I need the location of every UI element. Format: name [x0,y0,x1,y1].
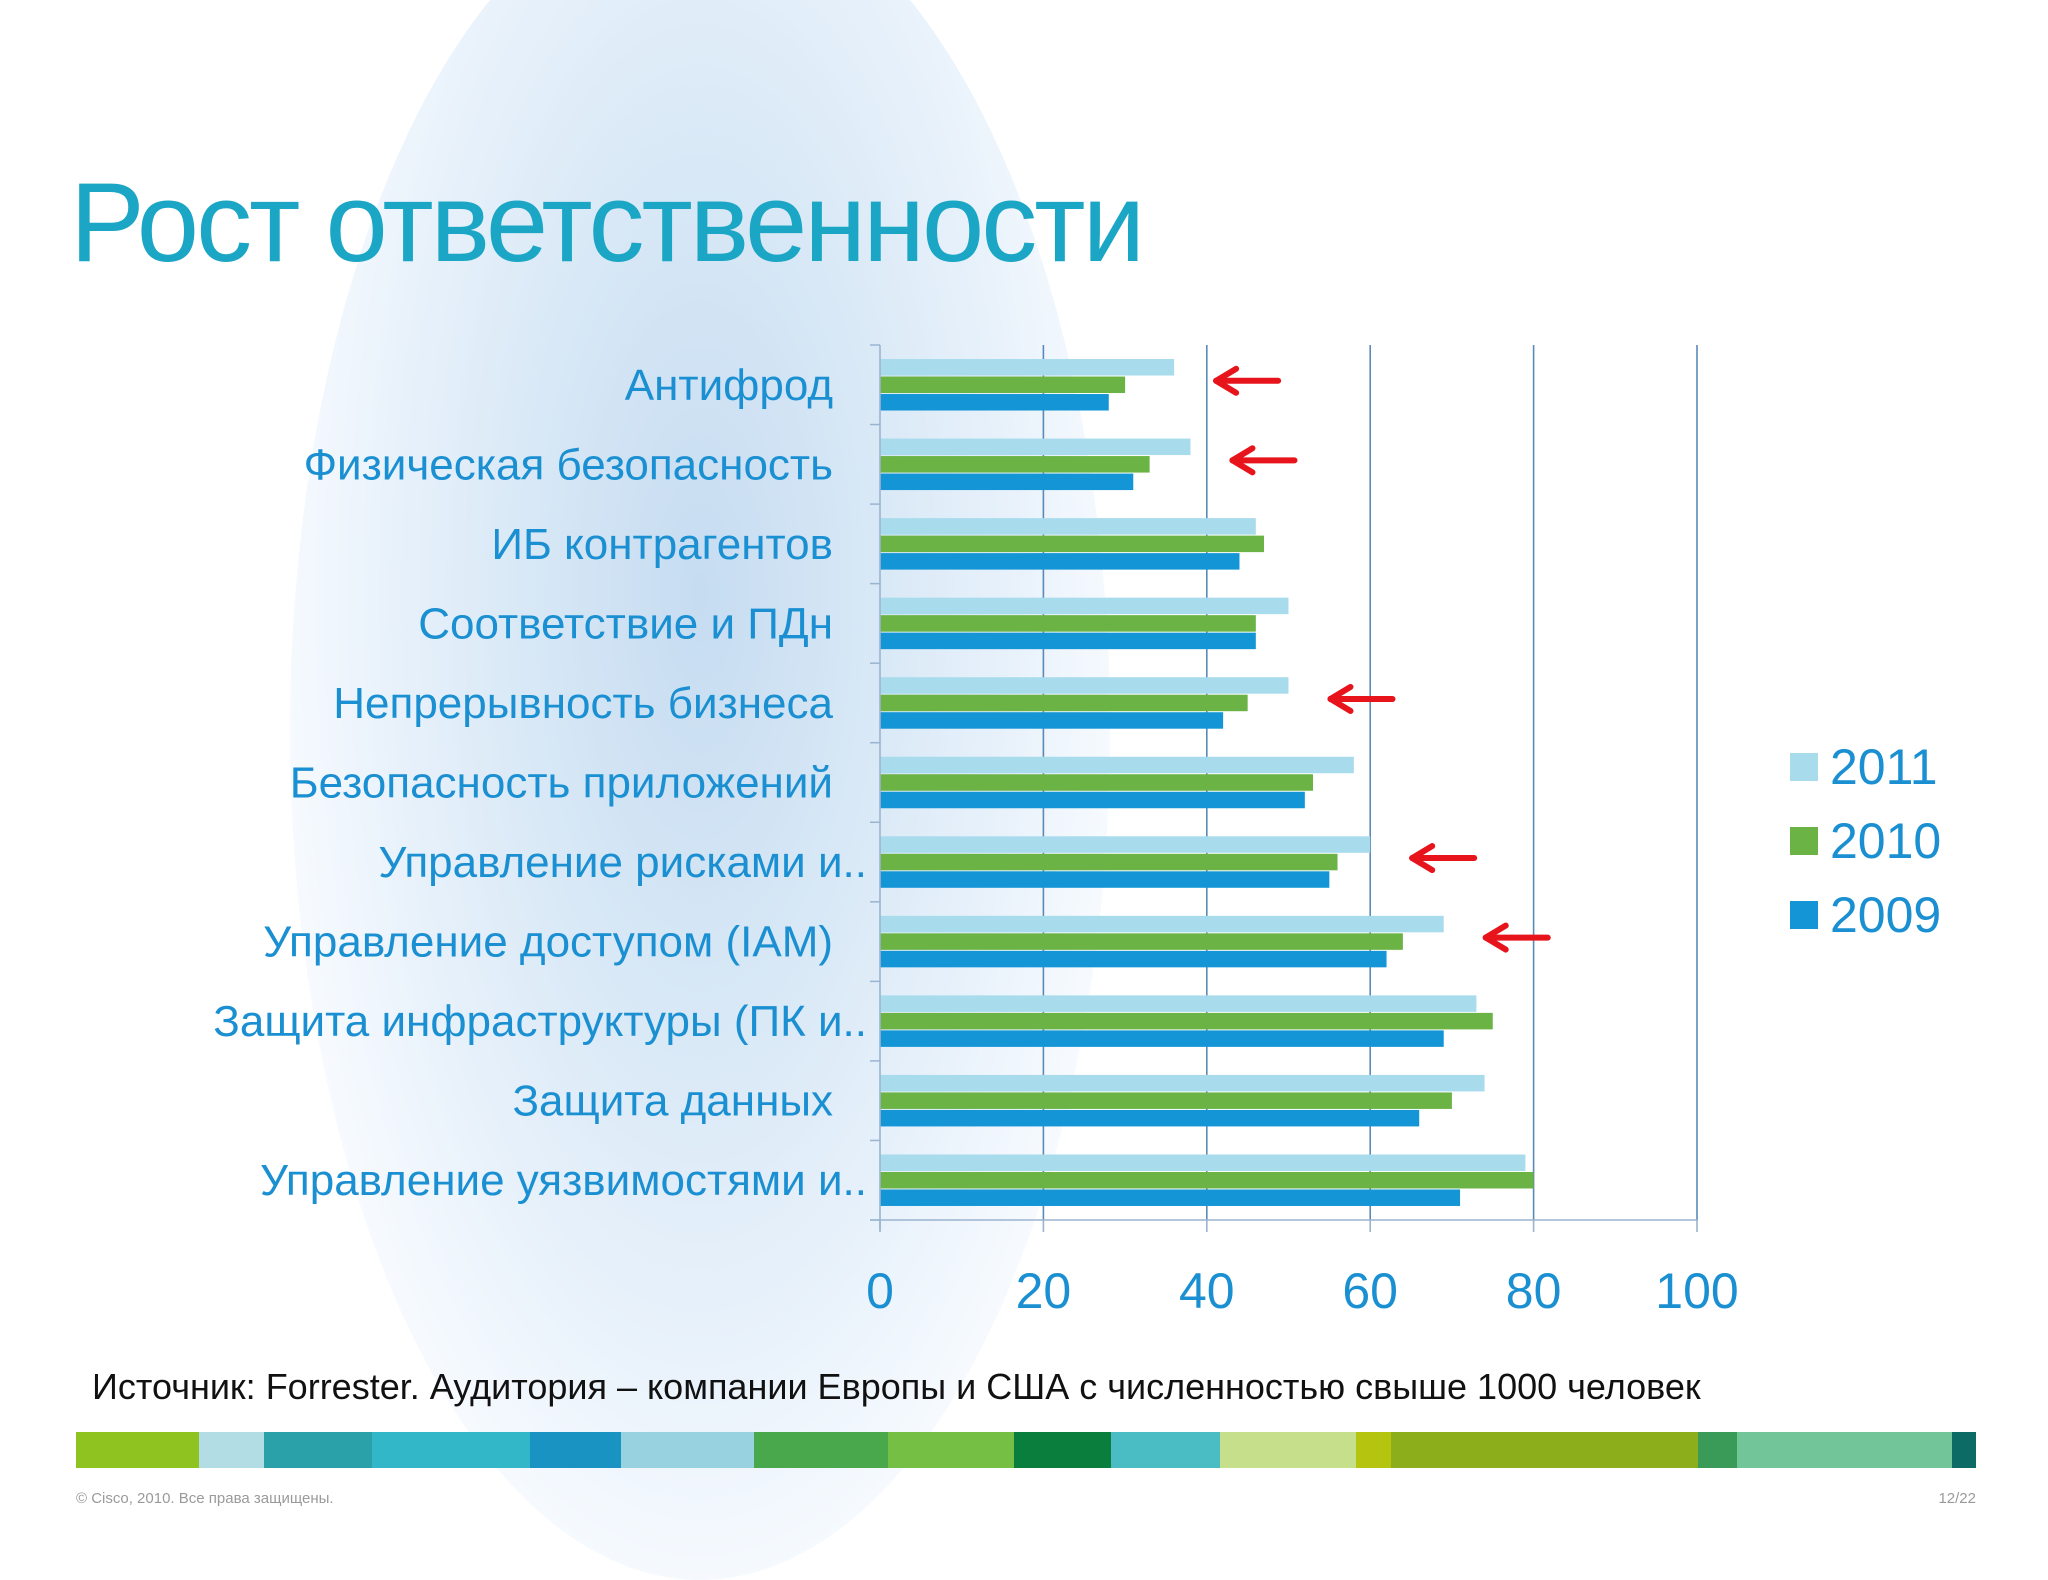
bar-2010 [880,1171,1534,1189]
band-segment [76,1432,200,1468]
x-tick-label: 0 [866,1263,894,1319]
category-label: Управление рисками и.. [378,838,867,887]
highlight-arrow-icon [1482,922,1551,953]
bar-2011 [880,995,1477,1012]
source-note: Источник: Forrester. Аудитория – компани… [92,1366,1701,1407]
legend-label-2010: 2010 [1830,813,1942,869]
band-segment [1952,1432,1976,1468]
legend-label-2011: 2011 [1830,739,1938,795]
bar-2010 [880,1092,1452,1109]
band-segment [372,1432,531,1468]
bar-2010 [880,694,1248,712]
bar-2011 [880,518,1256,535]
legend-item-2009: 2009 [1790,878,1941,952]
legend-item-2010: 2010 [1790,804,1941,878]
x-tick-label: 100 [1655,1263,1738,1319]
bar-2009 [880,553,1240,570]
bar-2009 [880,1109,1420,1127]
band-segment [754,1432,888,1468]
band-segment [1391,1432,1698,1468]
category-label: Безопасность приложений [290,759,833,808]
bar-2010 [880,1012,1493,1030]
copyright-text: © Cisco, 2010. Все права защищены. [76,1490,334,1507]
band-segment [887,1432,1015,1468]
band-segment [1110,1432,1220,1468]
legend-label-2009: 2009 [1830,887,1942,943]
legend-swatch-2009 [1790,901,1818,929]
bar-2009 [880,950,1387,968]
category-label: Непрерывность бизнеса [333,679,833,728]
legend-swatch-2011 [1790,753,1818,781]
highlight-arrow-icon [1229,445,1298,476]
band-segment [199,1432,264,1468]
bar-2010 [880,535,1264,553]
bar-2009 [880,1030,1444,1047]
category-label: Управление уязвимостями и.. [260,1156,867,1205]
legend-swatch-2010 [1790,827,1818,855]
band-segment [530,1432,622,1468]
category-label: Соответствие и ПДн [418,599,833,648]
bar-2010 [880,933,1403,950]
slide-title: Рост ответственности [70,160,1145,285]
bar-2009 [880,394,1109,411]
highlight-arrow-icon [1409,843,1478,874]
bar-2011 [880,438,1191,456]
band-segment [621,1432,755,1468]
bar-chart: Антифрод Физическая безопасность ИБ контра… [213,344,1739,1319]
band-segment [1219,1432,1356,1468]
category-label: Физическая безопасность [304,440,833,489]
bar-2011 [880,836,1371,853]
bar-2011 [880,1074,1485,1092]
band-segment [1014,1432,1111,1468]
x-tick-label: 60 [1342,1263,1398,1319]
x-tick-label: 80 [1506,1263,1562,1319]
bar-2009 [880,473,1134,491]
bar-2011 [880,1154,1526,1171]
bar-2009 [880,871,1330,888]
category-label: Управление доступом (IAM) [263,918,833,967]
category-label: ИБ контрагентов [491,520,833,569]
bar-2011 [880,915,1444,933]
page-number: 12/22 [1938,1490,1976,1507]
bar-2011 [880,597,1289,615]
x-tick-label: 20 [1016,1263,1072,1319]
bar-2009 [880,632,1256,650]
bar-2010 [880,853,1338,871]
bar-2010 [880,376,1126,394]
highlight-arrow-icon [1327,683,1396,714]
band-segment [1355,1432,1392,1468]
category-label: Защита данных [512,1077,833,1126]
legend-item-2011: 2011 [1790,730,1941,804]
band-segment [1697,1432,1738,1468]
bar-2009 [880,791,1305,809]
bar-2010 [880,774,1314,791]
bar-2010 [880,456,1150,473]
band-segment [1737,1432,1953,1468]
highlight-arrow-icon [1213,365,1282,396]
bar-2011 [880,677,1289,694]
category-label: Антифрод [625,361,833,410]
category-label: Защита инфраструктуры (ПК и.. [213,997,867,1046]
band-segment [263,1432,373,1468]
bar-2009 [880,1189,1461,1206]
bar-2009 [880,712,1224,729]
chart-legend: 2011 2010 2009 [1790,730,1941,952]
bar-2011 [880,756,1354,774]
bar-2010 [880,615,1256,632]
bar-2011 [880,359,1175,376]
decorative-color-band [76,1432,1976,1468]
x-tick-label: 40 [1179,1263,1235,1319]
